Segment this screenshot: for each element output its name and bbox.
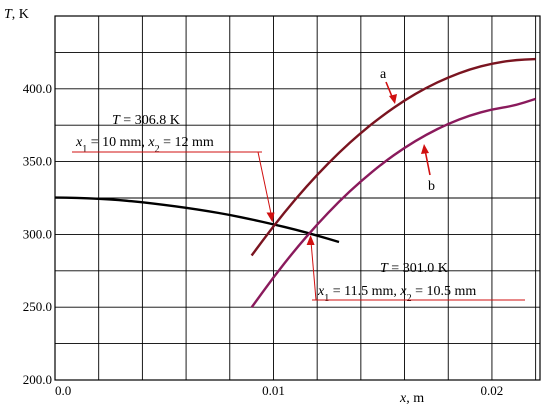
series <box>54 57 536 309</box>
annotation-2-leader <box>310 236 317 301</box>
y-tick-label: 350.0 <box>23 154 52 169</box>
series-line-b <box>250 97 536 309</box>
annotation-2-arrowhead <box>306 234 315 245</box>
y-tick-label: 200.0 <box>23 372 52 387</box>
annotation-1-line2: x1 = 10 mm, x2 = 12 mm <box>75 135 214 155</box>
annotation-2-line2: x1 = 11.5 mm, x2 = 10.5 mm <box>317 284 476 304</box>
x-tick-label: 0.01 <box>262 383 285 398</box>
y-tick-label: 400.0 <box>23 81 52 96</box>
y-tick-label: 300.0 <box>23 226 52 241</box>
curve-label-b: b <box>428 179 435 194</box>
x-tick-label: 0.0 <box>55 383 71 398</box>
curve-label-a: a <box>380 67 387 82</box>
y-axis-label: T, K <box>4 7 29 22</box>
annotation-2-line1: T = 301.0 K <box>380 261 448 276</box>
series-line-profile <box>54 196 340 244</box>
annotation-1-arrowhead <box>266 212 275 223</box>
annotation-1-leader <box>257 151 273 221</box>
x-tick-label: 0.02 <box>481 383 504 398</box>
x-axis-label: x, m <box>399 391 424 406</box>
series-line-a <box>250 57 536 257</box>
annotations: T = 306.8 K x1 = 10 mm, x2 = 12 mm T = 301… <box>72 67 525 304</box>
curve-label-b-arrow <box>424 149 431 176</box>
axis-labels: T, K x, m <box>4 7 424 406</box>
curve-label-b-arrowhead <box>421 144 429 154</box>
y-tick-label: 250.0 <box>23 299 52 314</box>
tick-labels: 200.0 250.0 300.0 350.0 400.0 0.0 0.01 0.02 <box>23 81 504 398</box>
curve-label-a-arrowhead <box>389 94 397 104</box>
annotation-1-line1: T = 306.8 K <box>112 113 180 128</box>
